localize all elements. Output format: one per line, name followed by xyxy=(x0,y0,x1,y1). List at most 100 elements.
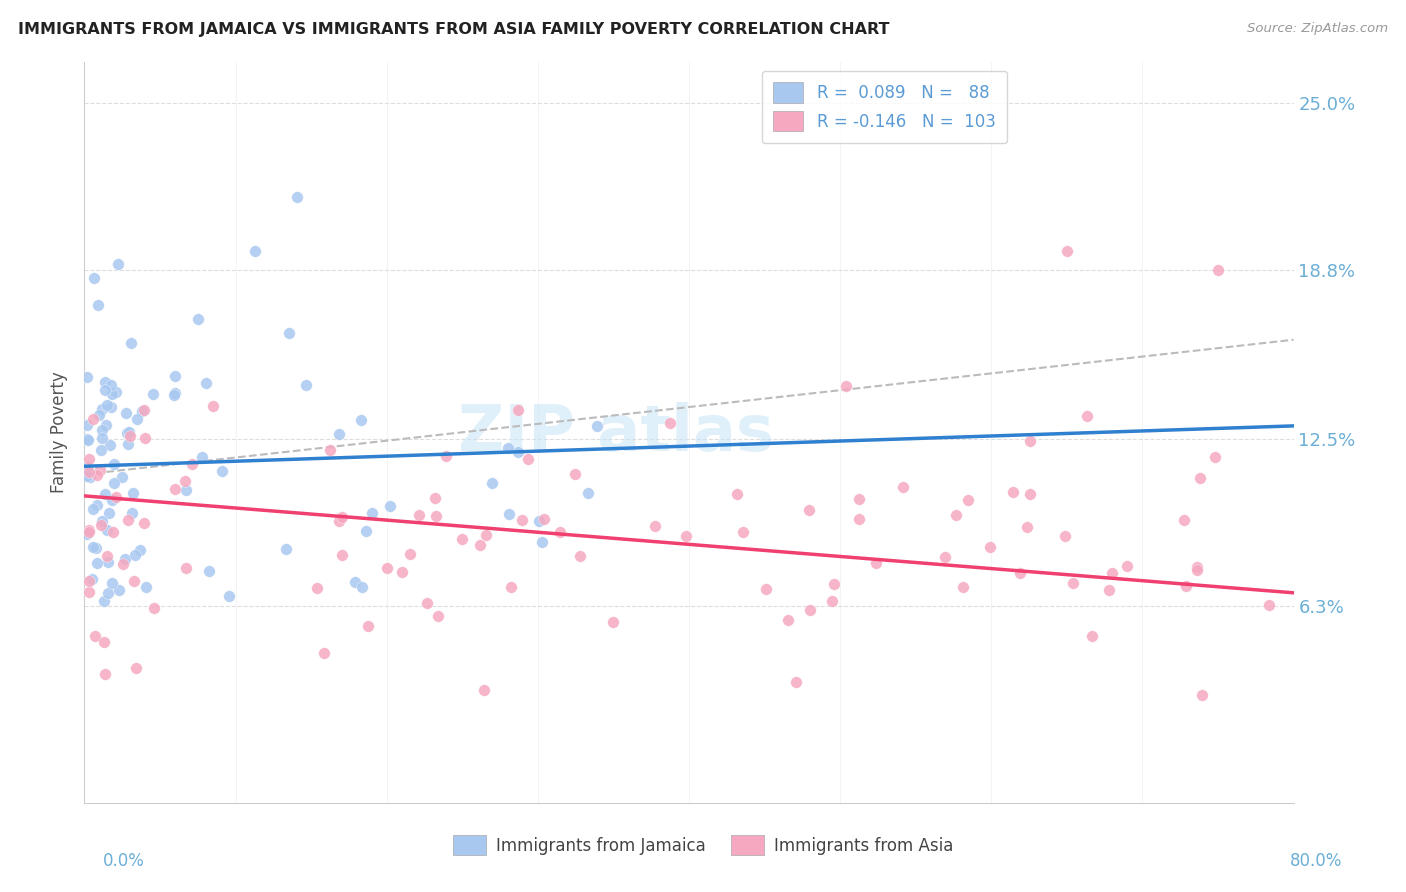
Point xyxy=(84,541,107,556)
Point xyxy=(163,388,186,402)
Point xyxy=(357,618,380,632)
Point xyxy=(644,519,666,533)
Point xyxy=(90,518,112,533)
Point xyxy=(1115,559,1137,574)
Point xyxy=(76,460,98,475)
Point xyxy=(1185,563,1208,577)
Point xyxy=(1076,409,1098,424)
Point xyxy=(103,475,125,490)
Point xyxy=(481,475,503,490)
Point xyxy=(121,506,143,520)
Point xyxy=(218,590,240,604)
Point xyxy=(77,524,100,539)
Text: 0.0%: 0.0% xyxy=(103,852,145,870)
Point xyxy=(586,419,609,434)
Point xyxy=(94,487,117,501)
Point xyxy=(330,548,353,562)
Point xyxy=(77,452,100,467)
Point xyxy=(821,594,844,608)
Point xyxy=(115,406,138,420)
Point xyxy=(76,370,98,384)
Point xyxy=(91,515,114,529)
Point xyxy=(142,386,165,401)
Point xyxy=(93,594,115,608)
Point xyxy=(1173,513,1195,527)
Point xyxy=(865,556,887,570)
Point xyxy=(956,493,979,508)
Point xyxy=(427,608,450,623)
Point xyxy=(934,550,956,565)
Point xyxy=(548,525,571,540)
Point xyxy=(776,613,799,627)
Point xyxy=(450,532,472,546)
Point xyxy=(96,398,118,412)
Point xyxy=(516,451,538,466)
Text: IMMIGRANTS FROM JAMAICA VS IMMIGRANTS FROM ASIA FAMILY POVERTY CORRELATION CHART: IMMIGRANTS FROM JAMAICA VS IMMIGRANTS FR… xyxy=(18,22,890,37)
Point xyxy=(117,513,139,527)
Point xyxy=(77,585,100,599)
Point xyxy=(285,190,308,204)
Point xyxy=(128,543,150,558)
Point xyxy=(76,432,98,446)
Point xyxy=(103,524,125,539)
Point xyxy=(79,470,101,484)
Point xyxy=(1191,688,1213,702)
Point xyxy=(952,580,974,594)
Point xyxy=(979,540,1001,554)
Point xyxy=(508,402,530,417)
Point xyxy=(96,418,118,433)
Point xyxy=(86,498,108,512)
Point xyxy=(111,558,134,572)
Legend: Immigrants from Jamaica, Immigrants from Asia: Immigrants from Jamaica, Immigrants from… xyxy=(446,829,960,862)
Point xyxy=(602,615,624,630)
Point xyxy=(350,413,373,427)
Point xyxy=(1185,560,1208,574)
Point xyxy=(278,326,301,340)
Point xyxy=(97,586,120,600)
Point xyxy=(675,529,697,543)
Point xyxy=(343,574,366,589)
Point xyxy=(132,403,155,417)
Point xyxy=(89,463,111,477)
Point xyxy=(125,661,148,675)
Point xyxy=(425,508,447,523)
Point xyxy=(163,482,186,496)
Point xyxy=(135,581,157,595)
Point xyxy=(328,514,350,528)
Point xyxy=(835,378,858,392)
Point xyxy=(91,402,114,417)
Point xyxy=(87,298,110,312)
Point xyxy=(1175,579,1198,593)
Point xyxy=(1101,566,1123,580)
Point xyxy=(576,486,599,500)
Legend: R =  0.089   N =   88, R = -0.146   N =  103: R = 0.089 N = 88, R = -0.146 N = 103 xyxy=(762,70,1007,143)
Point xyxy=(506,445,529,459)
Point xyxy=(124,548,146,562)
Point xyxy=(117,426,139,441)
Point xyxy=(87,409,110,423)
Point xyxy=(134,432,156,446)
Point xyxy=(77,523,100,537)
Point xyxy=(423,491,446,506)
Point xyxy=(104,490,127,504)
Point xyxy=(82,412,104,426)
Point xyxy=(163,386,186,401)
Y-axis label: Family Poverty: Family Poverty xyxy=(51,372,69,493)
Point xyxy=(350,580,373,594)
Point xyxy=(76,468,98,483)
Point xyxy=(122,486,145,500)
Point xyxy=(408,508,430,523)
Point xyxy=(76,526,98,541)
Point xyxy=(533,512,555,526)
Point xyxy=(82,501,104,516)
Point xyxy=(96,523,118,537)
Point xyxy=(82,541,104,555)
Point xyxy=(391,566,413,580)
Point xyxy=(191,450,214,465)
Point xyxy=(114,552,136,566)
Point xyxy=(527,514,550,528)
Point xyxy=(305,582,328,596)
Point xyxy=(498,507,520,521)
Point xyxy=(181,457,204,471)
Point xyxy=(93,634,115,648)
